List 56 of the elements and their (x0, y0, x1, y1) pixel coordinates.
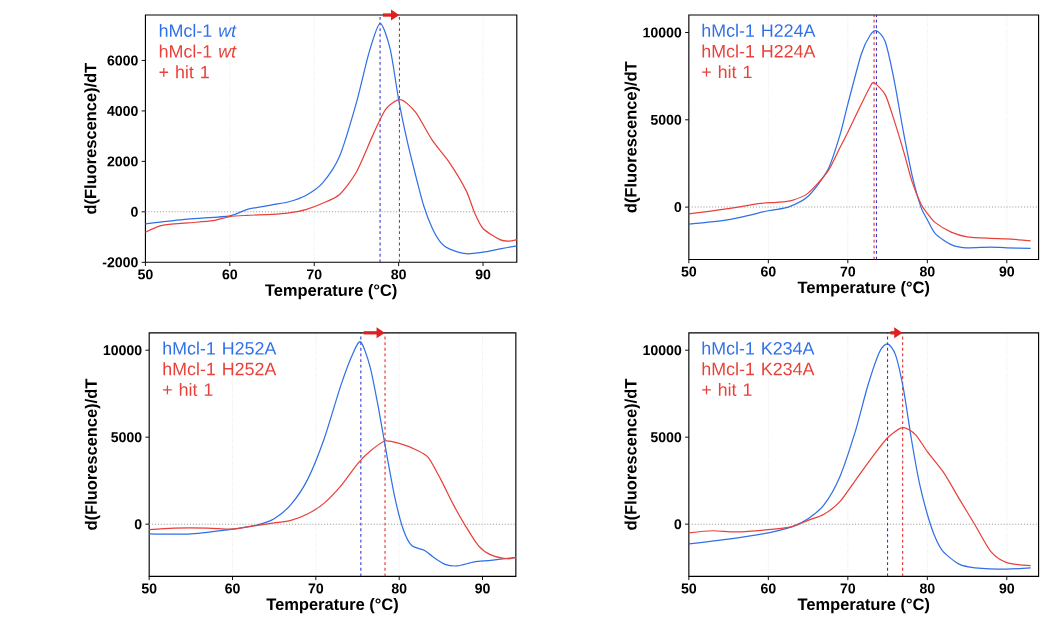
x-axis-title: Temperature (°C) (797, 597, 930, 614)
y-tick-label: 10000 (103, 345, 142, 356)
line-series (148, 440, 517, 560)
line-series (144, 98, 518, 242)
x-tick-label: 90 (999, 266, 1015, 277)
x-tick-label: 70 (306, 269, 322, 280)
y-tick-label: -2000 (102, 257, 138, 268)
x-tick-label: 60 (225, 583, 240, 594)
x-tick-label: 70 (840, 583, 856, 594)
y-tick-label: 5000 (650, 432, 682, 443)
x-tick-label: 60 (222, 269, 238, 280)
text: hMcl-1 H252A (163, 341, 277, 355)
x-tick-label: 80 (391, 269, 406, 280)
y-axis-title: d(Fluorescence)/dT (624, 378, 640, 530)
y-tick-label: 0 (131, 206, 138, 217)
y-tick-label: 0 (674, 202, 682, 213)
line-series (688, 426, 1032, 567)
y-axis-title: d(Fluorescence)/dT (624, 61, 640, 213)
line-series (688, 343, 1032, 570)
x-tick-label: 60 (761, 583, 776, 594)
y-tick-label: 6000 (107, 55, 138, 66)
x-tick-label: 60 (761, 266, 776, 277)
text: hMcl-1 H224A (702, 23, 816, 37)
text: hMcl-1 K234A (702, 341, 815, 355)
x-tick-label: 70 (308, 583, 324, 594)
y-tick-label: 10000 (643, 345, 682, 356)
x-axis-title: Temperature (°C) (266, 597, 398, 614)
x-tick-label: 50 (141, 583, 157, 594)
y-axis-title: d(Fluorescence)/dT (84, 62, 100, 214)
text: hMcl-1 wt + hit 1 (159, 44, 237, 79)
x-tick-label: 50 (681, 266, 697, 277)
y-tick-label: 10000 (643, 27, 682, 38)
y-tick-label: 0 (134, 519, 142, 530)
x-tick-label: 80 (391, 583, 407, 594)
y-tick-label: 0 (674, 519, 682, 530)
y-axis-title: d(Fluorescence)/dT (84, 378, 101, 530)
y-tick-label: 5000 (111, 432, 142, 443)
x-axis-title: Temperature (°C) (797, 281, 930, 297)
text: hMcl-1 H252A + hit 1 (163, 362, 277, 396)
text: hMcl-1 K234A + hit 1 (702, 362, 815, 396)
x-axis-title: Temperature (°C) (265, 283, 397, 300)
text: hMcl-1 H224A + hit 1 (702, 44, 816, 79)
text: hMcl-1 wt (159, 23, 237, 37)
x-tick-label: 90 (475, 583, 490, 594)
y-tick-label: 5000 (650, 114, 682, 125)
x-tick-label: 50 (138, 269, 153, 280)
y-tick-label: 4000 (107, 105, 138, 116)
x-tick-label: 90 (475, 269, 491, 280)
x-tick-label: 70 (840, 266, 856, 277)
line-series (688, 82, 1032, 242)
line-series (144, 22, 518, 255)
x-tick-label: 50 (681, 583, 697, 594)
x-tick-label: 80 (919, 266, 935, 277)
x-tick-label: 90 (999, 583, 1015, 594)
x-tick-label: 80 (919, 583, 935, 594)
y-tick-label: 2000 (107, 156, 138, 167)
